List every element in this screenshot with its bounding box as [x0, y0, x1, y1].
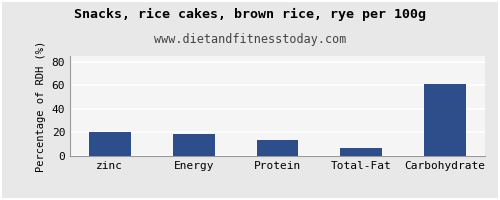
Bar — [89, 132, 131, 156]
Text: Snacks, rice cakes, brown rice, rye per 100g: Snacks, rice cakes, brown rice, rye per … — [74, 7, 426, 21]
Text: www.dietandfitnesstoday.com: www.dietandfitnesstoday.com — [154, 33, 346, 46]
Y-axis label: Percentage of RDH (%): Percentage of RDH (%) — [36, 40, 46, 172]
Bar — [172, 134, 214, 156]
Bar — [424, 84, 466, 156]
Bar — [340, 148, 382, 156]
Bar — [256, 140, 298, 156]
